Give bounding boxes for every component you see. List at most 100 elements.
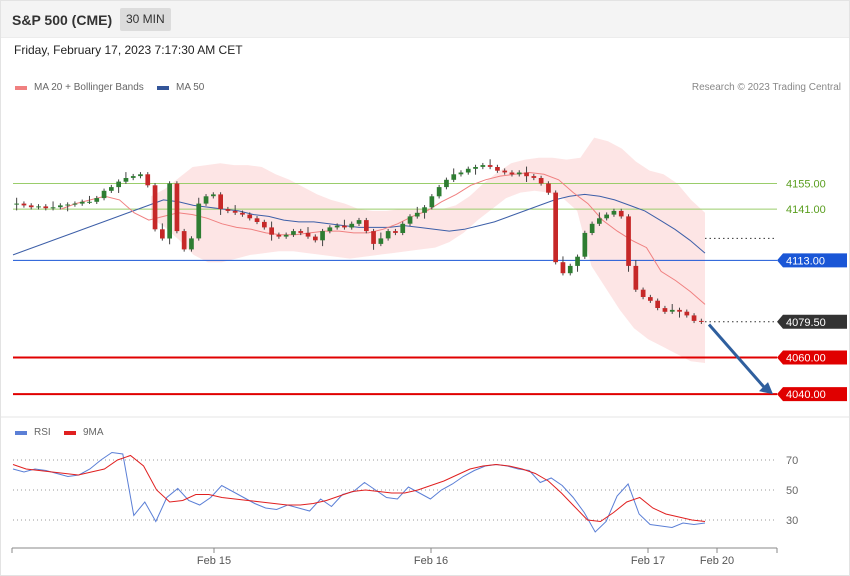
rsi-tick-50: 50 [786, 485, 798, 497]
candle-body [567, 265, 573, 274]
candle-body [582, 232, 588, 257]
ma50-swatch [157, 85, 169, 90]
candle-body [145, 174, 151, 186]
forecast-arrow [707, 323, 769, 392]
candle-body [473, 167, 478, 169]
candle-body [444, 179, 449, 188]
candle-body [451, 174, 457, 180]
candle-body [123, 178, 129, 182]
candle-body [648, 297, 653, 301]
candle-body [400, 223, 406, 233]
rsi-tick-70: 70 [786, 455, 798, 467]
x-label-feb-17: Feb 17 [631, 555, 665, 567]
legend-rsi: RSI [15, 427, 51, 438]
instrument-title: S&P 500 (CME) [12, 12, 113, 28]
chart-header: S&P 500 (CME) 30 MIN [1, 1, 849, 38]
candle-body [116, 181, 121, 188]
candle-body [189, 238, 194, 250]
candle-body [36, 206, 41, 208]
rsi-9ma-line [12, 454, 706, 523]
candle-body [43, 206, 49, 209]
candle-body [480, 165, 486, 167]
candle-body [356, 220, 362, 224]
level-tag-4040.00 [777, 387, 847, 402]
candle-body [247, 214, 253, 219]
level-label-4060.00: 4060.00 [786, 353, 826, 365]
rsi-swatch [15, 430, 27, 435]
candle-body [516, 172, 522, 175]
candle-body [101, 190, 107, 199]
price-chart: 4155.00 4141.00 4113.00 4079.50 4060.00 4040.… [12, 137, 847, 402]
candle-body [495, 167, 500, 171]
candle-body [138, 174, 143, 177]
candle-body [414, 212, 420, 217]
candle-body [167, 183, 172, 239]
candle-body [225, 209, 231, 211]
candle-body [487, 165, 493, 167]
candle-body [436, 187, 442, 197]
candle-body [378, 238, 384, 244]
candle-body [327, 227, 333, 232]
candle-body [465, 168, 471, 173]
candle-body [130, 176, 136, 178]
level-label-4079.50: 4079.50 [786, 317, 826, 329]
candle-body [298, 231, 304, 233]
x-label-feb-20: Feb 20 [700, 555, 734, 567]
candle-body [502, 170, 508, 173]
candle-body [618, 210, 624, 217]
candle-body [604, 214, 609, 219]
candle-body [203, 196, 209, 204]
candle-body [458, 172, 464, 175]
candle-body [87, 201, 92, 203]
x-label-feb-16: Feb 16 [414, 555, 448, 567]
level-tag-4060.00 [777, 350, 847, 365]
candle-body [509, 172, 515, 175]
candle-body [677, 309, 682, 312]
candle-body [276, 234, 282, 237]
timestamp: Friday, February 17, 2023 7:17:30 AM CET [14, 43, 243, 57]
candle-body [633, 265, 639, 290]
candle-body [152, 185, 158, 230]
legend-ma20-label: MA 20 + Bollinger Bands [34, 82, 144, 93]
candle-body [79, 201, 85, 204]
candle-body [28, 205, 34, 208]
candle-body [669, 309, 675, 312]
candle-body [313, 236, 318, 241]
candle-body [72, 203, 78, 205]
candle-body [320, 231, 325, 241]
candle-body [211, 194, 216, 197]
candle-body [291, 231, 296, 235]
candle-body [560, 262, 566, 274]
candle-body [65, 204, 70, 206]
candle-body [589, 223, 595, 233]
timeframe-badge[interactable]: 30 MIN [120, 8, 171, 31]
candle-body [50, 207, 56, 209]
level-label-4155.00: 4155.00 [786, 178, 826, 190]
candle-body [181, 231, 187, 250]
ma50-line [12, 193, 706, 256]
candle-body [349, 223, 355, 228]
candle-body [597, 218, 602, 224]
level-label-4040.00: 4040.00 [786, 389, 826, 401]
candle-body [553, 192, 558, 263]
legend-ma20: MA 20 + Bollinger Bands [15, 82, 144, 93]
candle-body [218, 194, 223, 210]
candle-body [371, 231, 376, 244]
candle-body [422, 207, 427, 213]
candle-body [342, 225, 347, 228]
candle-body [94, 198, 100, 202]
candle-body [240, 212, 245, 215]
rsi-line [12, 451, 706, 533]
candle-body [626, 216, 631, 266]
candle-body [254, 218, 260, 222]
candle-body [684, 311, 690, 316]
legend-ma50-label: MA 50 [176, 82, 205, 93]
legend-9ma-label: 9MA [83, 427, 104, 438]
candle-body [640, 289, 646, 297]
candle-body [109, 187, 114, 191]
rsi-tick-30: 30 [786, 515, 798, 527]
x-label-feb-15: Feb 15 [197, 555, 231, 567]
level-label-4113.00: 4113.00 [786, 255, 825, 267]
